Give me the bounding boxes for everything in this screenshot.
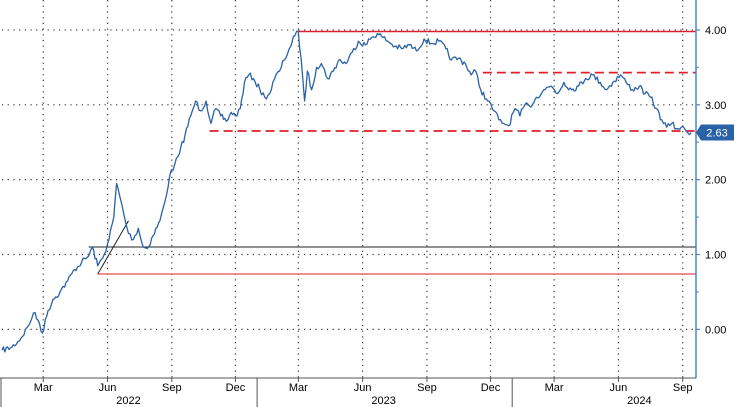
annotation-lines bbox=[88, 30, 696, 275]
x-tick-label: Sep bbox=[417, 382, 437, 394]
y-tick-label: 2.00 bbox=[705, 175, 726, 187]
x-tick-label: Mar bbox=[289, 382, 308, 394]
series-line bbox=[1, 30, 692, 353]
y-tick-label: 1.00 bbox=[705, 249, 726, 261]
x-tick-label: Dec bbox=[226, 382, 246, 394]
x-tick-label: Sep bbox=[162, 382, 182, 394]
annotation-segment bbox=[97, 220, 129, 275]
x-axis: Mar Jun Sep Dec Mar Jun Sep Dec Mar Jun Sep 2022 202… bbox=[0, 377, 696, 407]
x-tick-label: Jun bbox=[354, 382, 372, 394]
gridlines bbox=[2, 0, 696, 378]
last-value-label: 2.63 bbox=[706, 127, 727, 139]
x-tick-label: Mar bbox=[34, 382, 53, 394]
last-value-badge: 2.63 bbox=[696, 124, 734, 141]
x-tick-label: Sep bbox=[673, 382, 693, 394]
x-tick-label: Dec bbox=[481, 382, 501, 394]
series-layer bbox=[1, 30, 692, 353]
x-tick-label: Mar bbox=[545, 382, 564, 394]
x-tick-label: Jun bbox=[99, 382, 117, 394]
year-label: 2022 bbox=[116, 395, 140, 407]
right-axis: 0.00 1.00 2.00 3.00 4.00 bbox=[695, 0, 726, 378]
y-tick-label: 4.00 bbox=[705, 25, 726, 37]
x-tick-label: Jun bbox=[610, 382, 628, 394]
last-value-badge-bg bbox=[696, 124, 734, 141]
y-tick-label: 0.00 bbox=[705, 324, 726, 336]
year-label: 2024 bbox=[627, 395, 651, 407]
y-tick-label: 3.00 bbox=[705, 100, 726, 112]
year-label: 2023 bbox=[371, 395, 395, 407]
